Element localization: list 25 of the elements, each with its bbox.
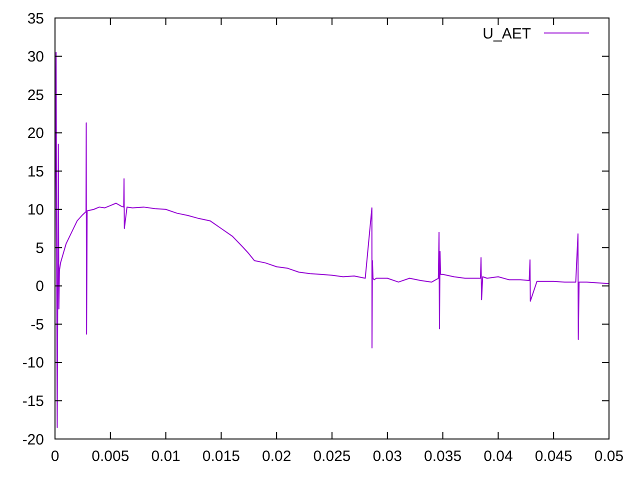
y-tick-label: 25 [27,86,44,104]
x-tick-label: 0.03 [372,448,402,465]
y-tick-label: 0 [36,278,44,296]
x-tick-label: 0.045 [534,448,572,465]
x-tick-label: 0 [50,448,60,465]
legend-label: U_AET [482,25,531,42]
y-tick-label: -5 [30,316,44,334]
x-tick-label: 0.025 [313,448,351,465]
y-tick-label: 30 [27,48,44,66]
x-tick-label: 0.05 [594,448,624,465]
x-tick-label: 0.015 [202,448,240,465]
y-tick-label: 15 [27,163,44,180]
x-tick-label: 0.035 [424,448,462,465]
x-tick-label: 0.02 [262,448,292,465]
y-tick-label: -15 [22,392,44,410]
y-tick-label: 5 [36,240,44,257]
y-tick-label: 20 [27,125,44,142]
y-tick-label: -20 [22,431,44,448]
y-tick-label: 35 [27,10,44,28]
y-tick-label: -10 [22,354,44,372]
line-series [54,52,610,428]
x-tick-label: 0.04 [484,448,513,465]
x-tick-label: 0.01 [151,448,180,465]
x-tick-label: 0.005 [92,448,130,465]
y-tick-label: 10 [27,202,44,219]
